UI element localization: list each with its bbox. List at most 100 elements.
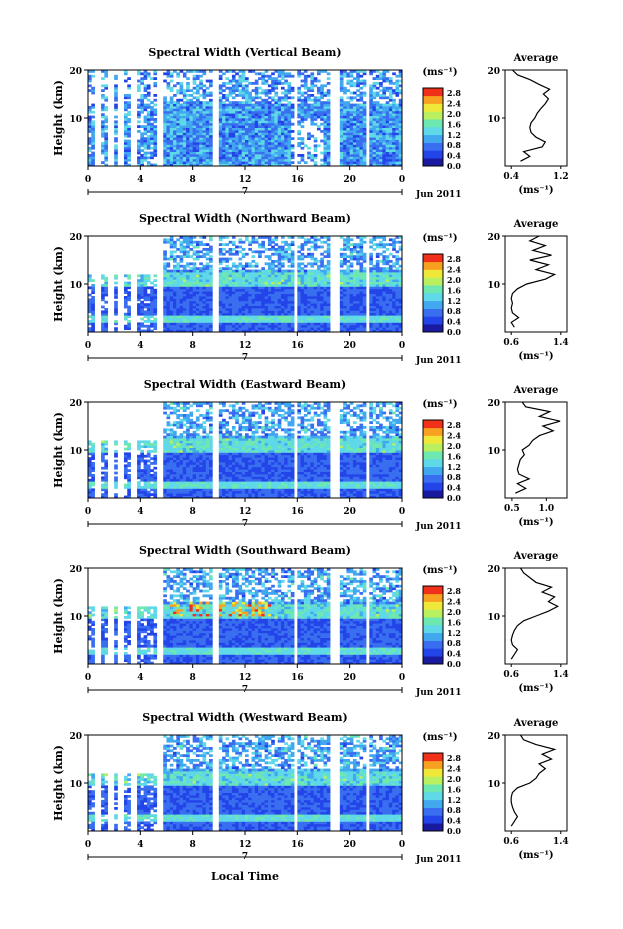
x-tick-label: 4 (137, 341, 143, 351)
colorbar-unit: (ms⁻¹) (422, 399, 457, 410)
panel-4: Spectral Width (Southward Beam) 10 20 Heigh… (52, 544, 569, 698)
panel-title: Spectral Width (Vertical Beam) (148, 46, 341, 59)
colorbar-tick-label: 0.4 (447, 317, 461, 327)
y-tick-label: 10 (69, 780, 82, 790)
x-tick-label: 20 (343, 175, 356, 185)
colorbar-tick-label: 0.8 (447, 140, 461, 150)
colorbar-frame (422, 253, 444, 333)
colorbar-swatch (423, 95, 443, 104)
colorbar-swatch (423, 435, 443, 444)
colorbar-swatch (423, 324, 443, 333)
day-label: 7 (242, 519, 248, 529)
colorbar-frame (422, 752, 444, 832)
day-label: 7 (242, 187, 248, 197)
colorbar-swatch (423, 760, 443, 769)
colorbar-unit: (ms⁻¹) (422, 67, 457, 78)
day-label: 7 (242, 852, 248, 862)
average-frame (504, 734, 568, 832)
colorbar-swatch (423, 261, 443, 270)
colorbar-swatch (423, 142, 443, 151)
colorbar-swatch (423, 254, 443, 263)
average-profile-line (510, 734, 557, 827)
colorbar-swatch (423, 119, 443, 128)
colorbar-tick-label: 1.6 (447, 285, 461, 295)
colorbar-tick-label: 1.6 (447, 451, 461, 461)
panel-title: Spectral Width (Eastward Beam) (144, 378, 346, 391)
colorbar-tick-label: 1.6 (447, 617, 461, 627)
colorbar-frame (422, 419, 444, 499)
colorbar-swatch (423, 482, 443, 491)
colorbar-swatch (423, 150, 443, 159)
x-tick-label: 16 (291, 175, 304, 185)
colorbar-swatch (423, 134, 443, 143)
x-tick-label: 8 (190, 341, 196, 351)
colorbar-swatch (423, 466, 443, 475)
date-label: Jun 2011 (415, 522, 462, 532)
y-tick-label: 20 (69, 233, 82, 243)
average-frame (504, 69, 568, 167)
colorbar-swatch (423, 784, 443, 793)
day-label: 7 (242, 685, 248, 695)
x-tick-label: 8 (190, 507, 196, 517)
average-title: Average (513, 718, 559, 729)
x-tick-label: 20 (343, 341, 356, 351)
panel-3: Spectral Width (Eastward Beam) 10 20 Height… (52, 378, 568, 532)
average-title: Average (513, 219, 559, 230)
avg-unit: (ms⁻¹) (518, 683, 553, 694)
x-tick-label: 12 (239, 507, 252, 517)
day-label: 7 (242, 353, 248, 363)
avg-x-tick-label: 1.4 (553, 670, 569, 680)
x-tick-label: 20 (343, 840, 356, 850)
colorbar-swatch (423, 158, 443, 167)
average-title: Average (513, 385, 559, 396)
colorbar-swatch (423, 625, 443, 634)
avg-y-tick-label: 20 (487, 399, 500, 409)
colorbar-swatch (423, 451, 443, 460)
avg-y-tick-label: 20 (487, 565, 500, 575)
average-frame (504, 401, 568, 499)
colorbar-tick-label: 2.4 (447, 431, 461, 441)
colorbar-tick-label: 0.4 (447, 151, 461, 161)
colorbar-swatch (423, 490, 443, 499)
avg-y-tick-label: 10 (487, 115, 500, 125)
x-tick-label: 4 (137, 507, 143, 517)
colorbar-tick-label: 2.4 (447, 764, 461, 774)
colorbar-frame (422, 585, 444, 665)
heatmap-cells (88, 402, 403, 499)
colorbar-tick-label: 2.8 (447, 420, 461, 430)
colorbar-tick-label: 0.0 (447, 161, 461, 171)
colorbar-swatch (423, 823, 443, 832)
colorbar-tick-label: 2.8 (447, 586, 461, 596)
x-tick-label: 16 (291, 507, 304, 517)
average-profile-line (510, 567, 560, 660)
colorbar-swatch (423, 474, 443, 483)
x-tick-label: 4 (137, 840, 143, 850)
avg-x-tick-label: 0.6 (503, 837, 519, 847)
colorbar-tick-label: 1.2 (447, 628, 461, 638)
colorbar-tick-label: 0.8 (447, 638, 461, 648)
avg-y-tick-label: 20 (487, 732, 500, 742)
avg-y-tick-label: 20 (487, 233, 500, 243)
colorbar-swatch (423, 293, 443, 302)
x-tick-label: 12 (239, 175, 252, 185)
colorbar-swatch (423, 799, 443, 808)
colorbar-tick-label: 1.2 (447, 296, 461, 306)
colorbar-swatch (423, 285, 443, 294)
x-tick-label: 20 (343, 507, 356, 517)
colorbar-tick-label: 0.8 (447, 472, 461, 482)
colorbar-swatch (423, 768, 443, 777)
avg-unit: (ms⁻¹) (518, 351, 553, 362)
x-tick-label: 4 (137, 673, 143, 683)
colorbar-tick-label: 0.0 (447, 493, 461, 503)
avg-x-tick-label: 1.4 (553, 837, 569, 847)
avg-unit: (ms⁻¹) (518, 517, 553, 528)
colorbar-tick-label: 1.6 (447, 119, 461, 129)
y-tick-label: 10 (69, 115, 82, 125)
x-tick-label: 0 (85, 507, 91, 517)
colorbar-tick-label: 2.4 (447, 265, 461, 275)
colorbar-swatch (423, 269, 443, 278)
colorbar-tick-label: 0.4 (447, 816, 461, 826)
x-tick-label: 0 (399, 341, 405, 351)
colorbar-tick-label: 1.2 (447, 130, 461, 140)
